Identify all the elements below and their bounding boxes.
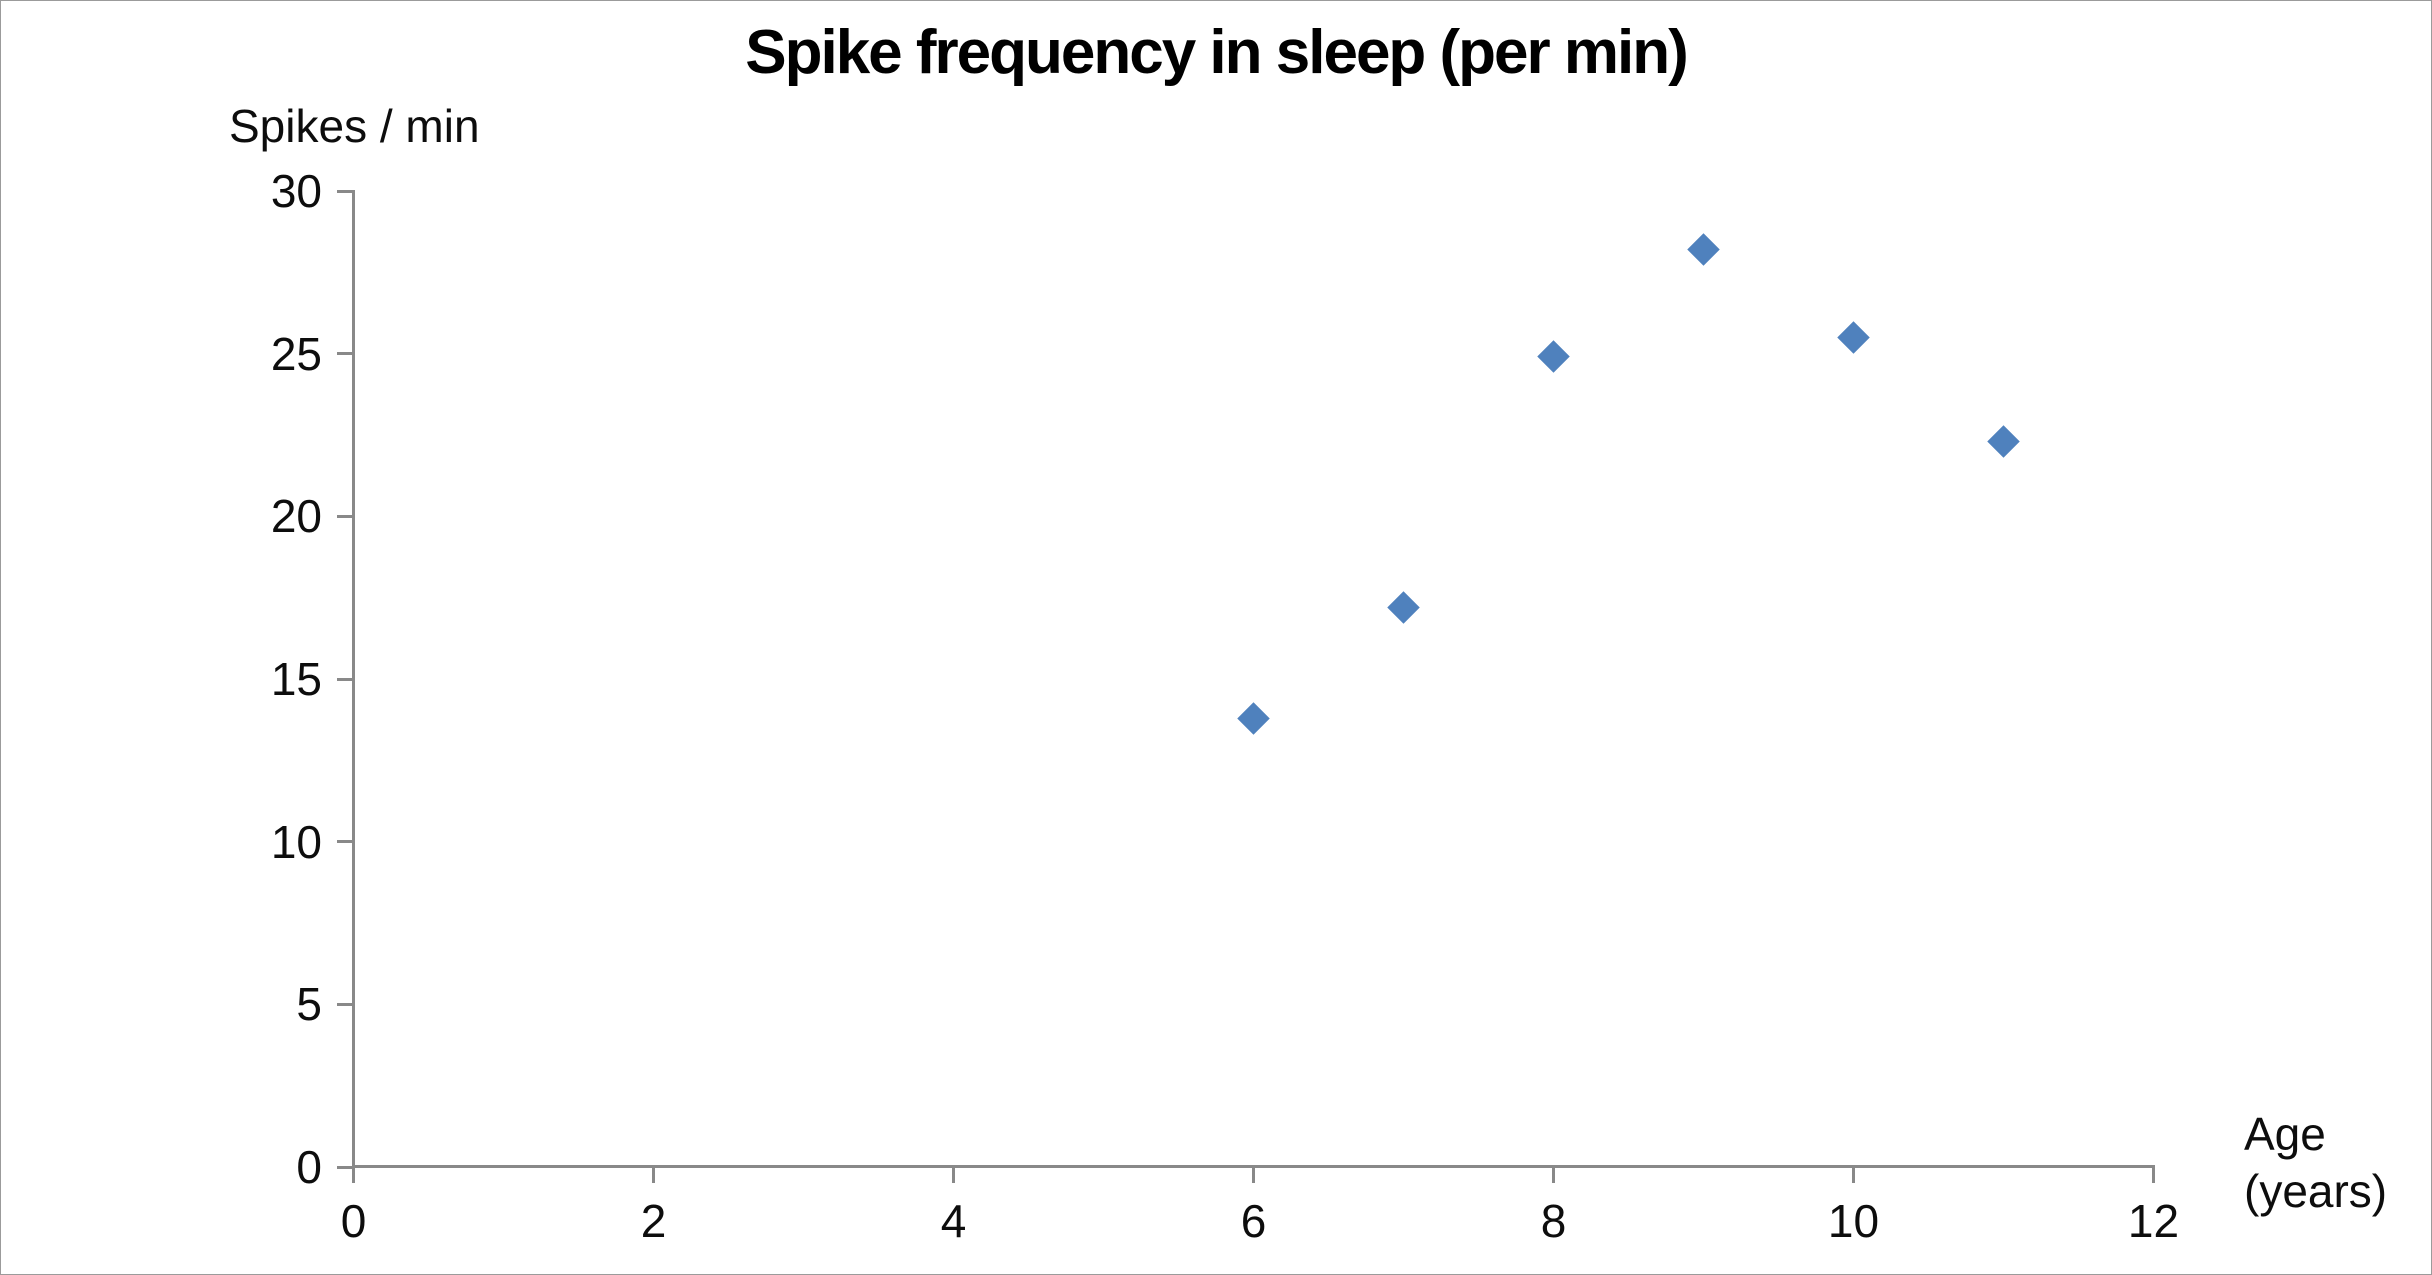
x-axis-title-line2: (years) bbox=[2244, 1165, 2388, 1217]
x-tick-label: 6 bbox=[1240, 1195, 1267, 1247]
y-tick bbox=[337, 514, 352, 518]
x-tick-label: 10 bbox=[1827, 1195, 1880, 1247]
x-tick-label: 4 bbox=[940, 1195, 967, 1247]
x-tick-label: 8 bbox=[1540, 1195, 1567, 1247]
y-tick-label: 0 bbox=[296, 1141, 322, 1193]
y-axis-title: Spikes / min bbox=[229, 100, 480, 152]
y-tick bbox=[337, 189, 352, 193]
x-tick bbox=[652, 1164, 655, 1183]
data-point bbox=[1387, 591, 1420, 624]
y-tick-label: 15 bbox=[270, 653, 322, 705]
x-tick-label: 2 bbox=[640, 1195, 667, 1247]
x-axis-title: Age (years) bbox=[2244, 1106, 2387, 1220]
y-tick bbox=[337, 352, 352, 356]
y-axis-line bbox=[352, 189, 355, 1169]
x-axis-title-line1: Age bbox=[2244, 1108, 2326, 1160]
data-point bbox=[1837, 321, 1870, 354]
x-tick bbox=[1552, 1164, 1555, 1183]
y-tick-label: 25 bbox=[270, 327, 322, 380]
y-tick-label: 20 bbox=[270, 490, 322, 543]
y-tick-label: 10 bbox=[270, 815, 322, 868]
data-point bbox=[1237, 701, 1270, 735]
x-tick bbox=[1852, 1164, 1855, 1183]
data-point bbox=[1687, 233, 1720, 266]
y-tick bbox=[337, 1165, 352, 1169]
y-tick bbox=[337, 840, 352, 844]
y-tick bbox=[337, 1002, 352, 1006]
data-point bbox=[1537, 340, 1570, 374]
y-tick bbox=[337, 677, 352, 681]
y-tick-label: 5 bbox=[296, 978, 322, 1031]
data-point bbox=[1987, 425, 2020, 458]
x-tick-label: 0 bbox=[340, 1195, 367, 1247]
y-tick-label: 30 bbox=[270, 165, 322, 217]
x-tick bbox=[2152, 1164, 2155, 1183]
chart-title: Spike frequency in sleep (per min) bbox=[745, 18, 1689, 87]
x-tick bbox=[352, 1164, 355, 1183]
x-tick bbox=[952, 1164, 955, 1183]
x-tick bbox=[1252, 1164, 1255, 1183]
x-tick-label: 12 bbox=[2127, 1195, 2180, 1247]
